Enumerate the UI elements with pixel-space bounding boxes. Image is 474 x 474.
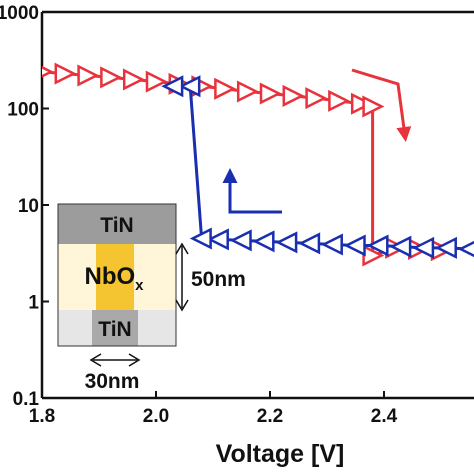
series-line-1 (173, 84, 470, 251)
x-tick-labels: 1.8 2.0 2.2 2.4 (29, 406, 398, 427)
x-tick-label-2.4: 2.4 (371, 406, 398, 427)
data-point-marker (122, 68, 145, 91)
red-sweep-arrow (351, 68, 412, 142)
conductive-filament (96, 244, 134, 310)
bottom-tin-core (92, 310, 138, 346)
device-inset: TiN NbOx TiN 50nm 30nm (57, 203, 246, 393)
data-point-marker (350, 92, 373, 115)
data-point-marker (282, 84, 305, 107)
axis-ticks (41, 11, 385, 399)
y-tick-labels: 0.1 1 10 100 1000 (0, 3, 39, 410)
data-point-marker (389, 235, 412, 258)
top-tin-layer (58, 204, 176, 244)
width-arrow-left (89, 353, 102, 367)
inset-border (57, 203, 177, 347)
data-point-marker (77, 64, 100, 87)
oxide-label-sub: x (135, 277, 144, 294)
data-point-marker (343, 234, 366, 257)
data-point-marker (189, 227, 212, 250)
data-point-marker (362, 95, 385, 118)
thickness-arrow-top (175, 242, 189, 255)
data-point-marker (229, 229, 252, 252)
data-point-marker (457, 240, 474, 258)
data-point-marker (259, 82, 282, 105)
data-point-marker (42, 65, 54, 78)
data-point-marker (178, 75, 201, 98)
data-point-marker (252, 230, 275, 253)
data-point-marker (320, 233, 343, 256)
data-point-marker (305, 87, 328, 110)
data-point-marker (434, 236, 457, 259)
x-axis-title: Voltage [V] (216, 440, 345, 468)
x-tick-label-2.0: 2.0 (143, 406, 169, 427)
top-electrode-label: TiN (100, 214, 133, 237)
width-label: 30nm (85, 370, 140, 393)
y-tick-label-10: 10 (18, 196, 39, 217)
data-point-marker (366, 234, 389, 257)
y-tick-label-100: 100 (7, 100, 39, 121)
data-point-marker (145, 70, 168, 93)
x-tick-label-1.8: 1.8 (29, 406, 55, 427)
y-tick-label-1: 1 (28, 293, 39, 314)
data-point-marker (412, 236, 435, 259)
width-arrow-right (128, 353, 141, 367)
data-point-marker (100, 66, 123, 89)
data-point-marker (161, 75, 184, 98)
data-point-marker (328, 89, 351, 112)
thickness-label: 50nm (191, 268, 246, 291)
oxide-label: NbOx (84, 263, 144, 294)
y-tick-label-0.1: 0.1 (13, 389, 40, 410)
data-point-marker (275, 231, 298, 254)
y-tick-label-1000: 1000 (0, 3, 39, 24)
thickness-arrow-bottom (175, 299, 189, 312)
data-point-marker (214, 77, 237, 100)
series-layer (42, 62, 474, 267)
data-point-marker (206, 228, 229, 251)
bottom-electrode-label: TiN (98, 318, 131, 341)
data-point-marker (298, 232, 321, 255)
data-point-marker (54, 62, 77, 85)
data-point-marker (236, 80, 259, 103)
x-tick-label-2.2: 2.2 (257, 406, 283, 427)
blue-sweep-arrow (222, 168, 282, 214)
oxide-label-main: NbO (84, 263, 135, 290)
